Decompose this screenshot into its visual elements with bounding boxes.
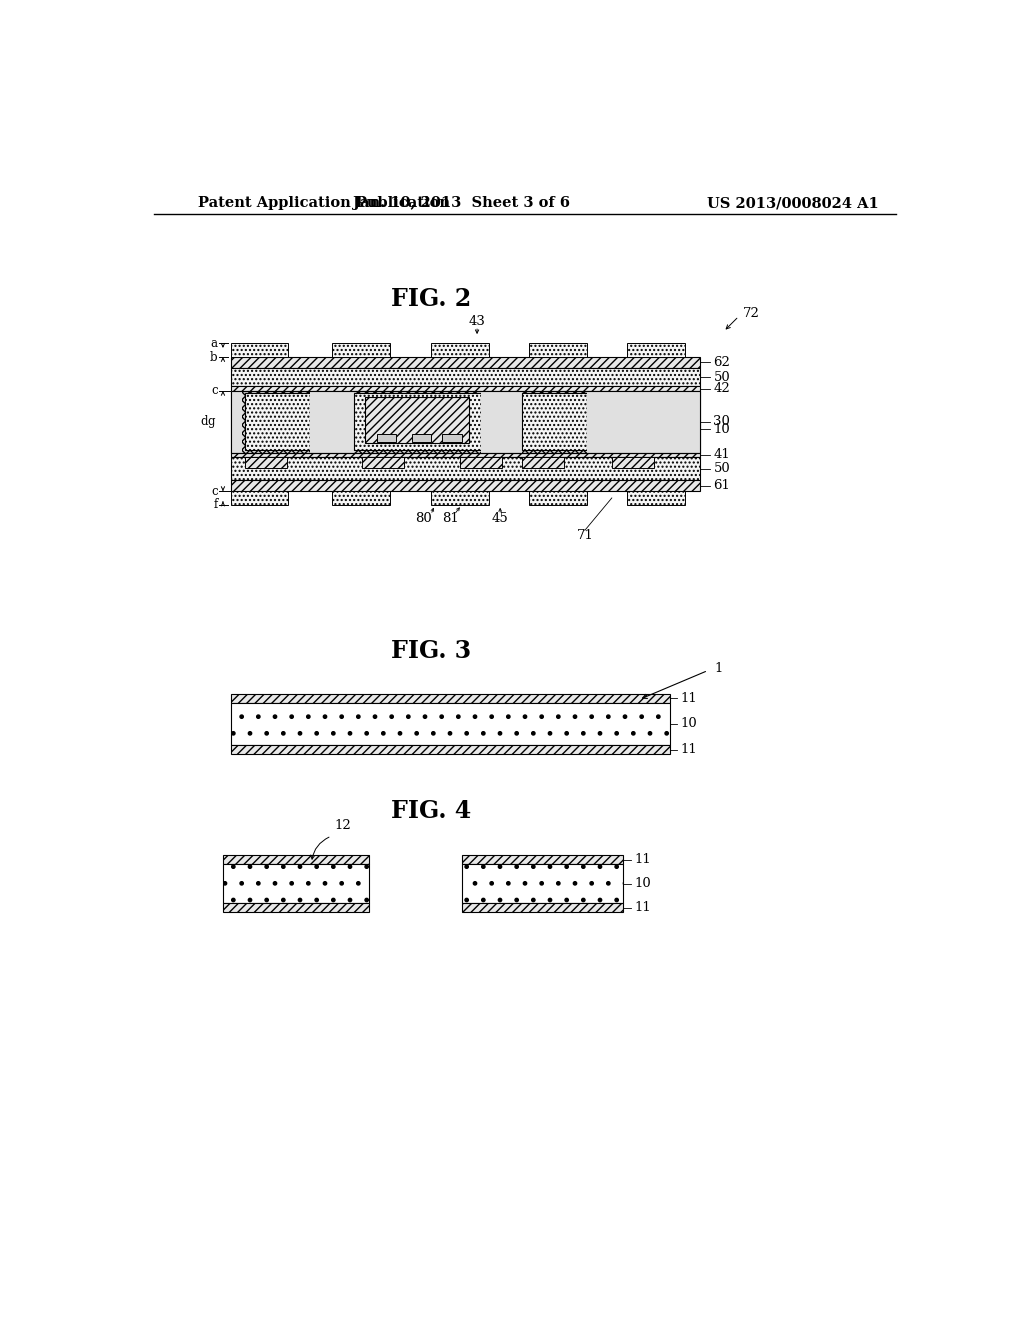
- Bar: [230, 368, 700, 387]
- Text: 12: 12: [335, 820, 351, 833]
- Bar: [377, 434, 396, 442]
- Text: 72: 72: [742, 308, 760, 321]
- Bar: [230, 358, 700, 368]
- Bar: [230, 391, 700, 453]
- Bar: [521, 393, 587, 450]
- Bar: [230, 457, 700, 480]
- Bar: [412, 434, 431, 442]
- Bar: [529, 343, 587, 358]
- Text: 50: 50: [714, 462, 730, 475]
- Text: 11: 11: [634, 853, 651, 866]
- Text: FIG. 2: FIG. 2: [391, 288, 471, 312]
- Text: 45: 45: [492, 512, 509, 525]
- Bar: [587, 391, 700, 453]
- Bar: [333, 343, 390, 358]
- Text: c: c: [211, 484, 217, 498]
- Text: a: a: [211, 337, 217, 350]
- Text: US 2013/0008024 A1: US 2013/0008024 A1: [707, 197, 879, 210]
- Bar: [521, 457, 564, 469]
- Text: 50: 50: [714, 371, 730, 384]
- Text: 61: 61: [714, 479, 730, 492]
- Bar: [611, 457, 654, 469]
- Bar: [361, 457, 403, 469]
- Bar: [230, 693, 670, 702]
- Bar: [462, 855, 624, 865]
- Bar: [628, 491, 685, 506]
- Text: b: b: [210, 351, 217, 363]
- Bar: [230, 744, 670, 755]
- Text: d: d: [200, 416, 208, 428]
- Bar: [354, 393, 481, 450]
- Bar: [230, 387, 700, 391]
- Bar: [460, 457, 503, 469]
- Text: f: f: [213, 499, 217, 511]
- Bar: [245, 457, 287, 469]
- Text: 80: 80: [415, 512, 431, 525]
- Text: 42: 42: [714, 381, 730, 395]
- Bar: [245, 393, 310, 450]
- Text: 11: 11: [634, 902, 651, 915]
- Text: Patent Application Publication: Patent Application Publication: [199, 197, 451, 210]
- Bar: [442, 434, 462, 442]
- Bar: [230, 343, 289, 358]
- Text: 10: 10: [714, 422, 730, 436]
- Bar: [333, 491, 390, 506]
- Text: 71: 71: [577, 529, 593, 543]
- Text: 11: 11: [680, 692, 697, 705]
- Text: g: g: [207, 416, 214, 428]
- Bar: [366, 397, 469, 444]
- Bar: [223, 855, 370, 865]
- Bar: [462, 865, 624, 903]
- Text: 81: 81: [441, 512, 459, 525]
- Text: 1: 1: [714, 661, 723, 675]
- Text: 43: 43: [469, 315, 485, 329]
- Text: c: c: [211, 384, 217, 397]
- Text: Jan. 10, 2013  Sheet 3 of 6: Jan. 10, 2013 Sheet 3 of 6: [353, 197, 570, 210]
- Bar: [481, 391, 521, 453]
- Text: 10: 10: [680, 717, 697, 730]
- Text: 30: 30: [714, 416, 730, 428]
- Text: 62: 62: [714, 356, 730, 370]
- Bar: [462, 903, 624, 912]
- Text: 41: 41: [714, 449, 730, 462]
- Text: FIG. 4: FIG. 4: [391, 800, 471, 824]
- Bar: [431, 491, 488, 506]
- Bar: [230, 391, 243, 453]
- Bar: [223, 865, 370, 903]
- Bar: [230, 480, 700, 491]
- Bar: [310, 391, 354, 453]
- Bar: [223, 903, 370, 912]
- Bar: [230, 491, 289, 506]
- Bar: [628, 343, 685, 358]
- Bar: [230, 391, 700, 453]
- Bar: [431, 343, 488, 358]
- Text: FIG. 3: FIG. 3: [391, 639, 471, 663]
- Text: 10: 10: [634, 878, 651, 890]
- Bar: [230, 453, 700, 457]
- Text: 11: 11: [680, 743, 697, 756]
- Bar: [529, 491, 587, 506]
- Bar: [230, 702, 670, 744]
